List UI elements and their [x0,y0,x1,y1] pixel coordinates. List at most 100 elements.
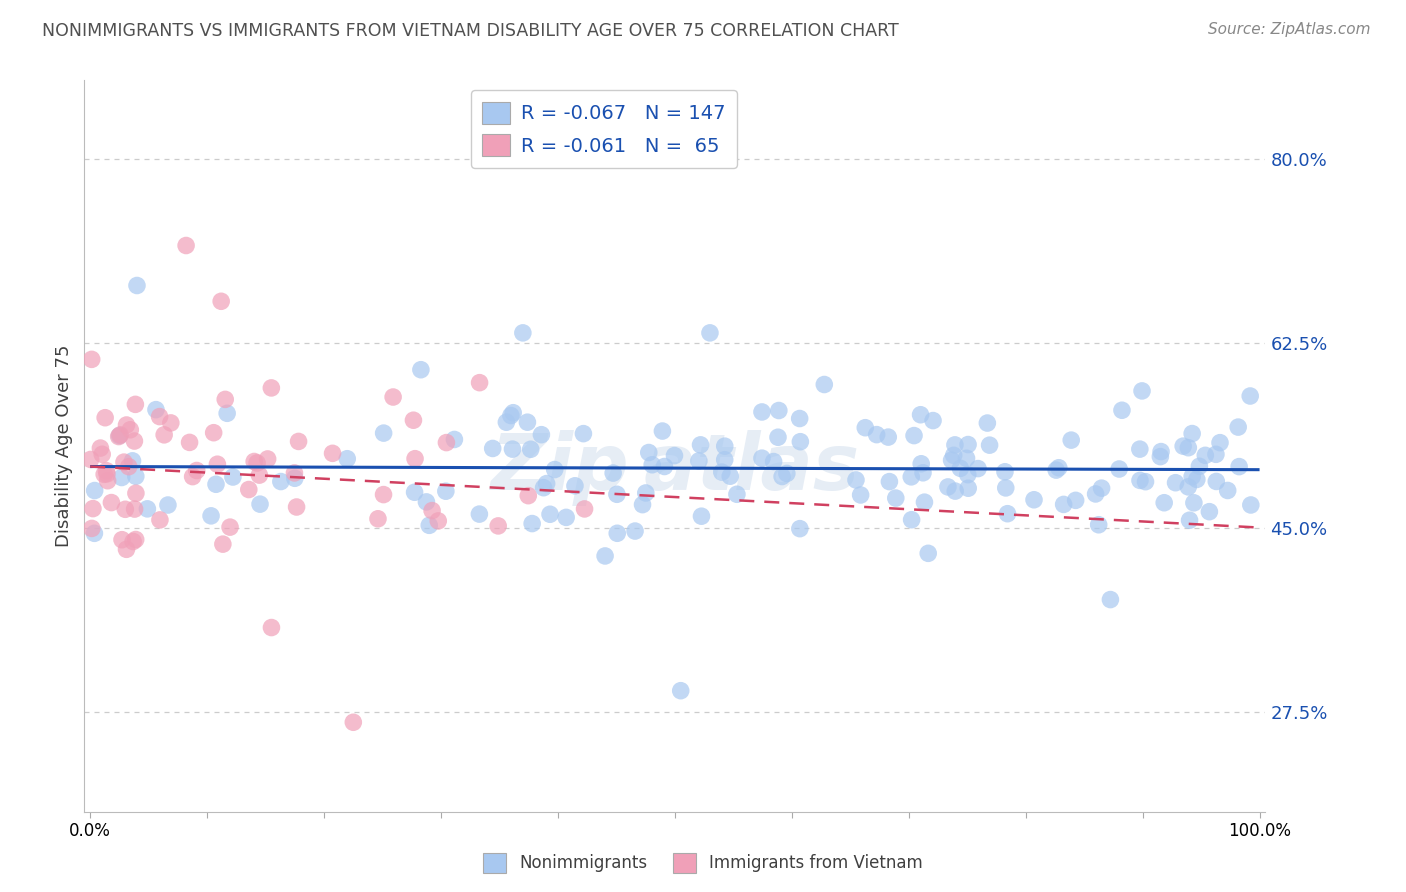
Point [606,526,628,541]
Point [725,487,748,501]
Point [903,428,925,442]
Point [713,452,735,467]
Point [1084,487,1107,501]
Point [219,520,242,534]
Point [186,463,208,477]
Point [884,491,907,505]
Point [602,466,624,480]
Point [1177,441,1199,455]
Point [205,477,228,491]
Point [606,487,628,501]
Point [1130,384,1153,398]
Point [83,483,105,498]
Point [284,471,307,485]
Point [997,507,1019,521]
Point [501,442,523,457]
Point [631,498,654,512]
Point [260,621,283,635]
Point [434,484,457,499]
Point [1149,450,1171,464]
Point [149,409,172,424]
Point [153,427,176,442]
Point [217,406,239,420]
Point [900,513,922,527]
Point [80,521,103,535]
Point [955,451,977,466]
Point [121,454,143,468]
Point [174,238,197,252]
Point [83,526,105,541]
Point [789,522,811,536]
Point [718,469,741,483]
Point [789,434,811,449]
Point [976,416,998,430]
Point [336,451,359,466]
Point [512,326,534,340]
Point [468,376,491,390]
Point [1129,474,1152,488]
Point [956,467,979,482]
Point [994,465,1017,479]
Point [120,423,142,437]
Point [409,362,432,376]
Point [181,469,204,483]
Point [468,507,491,521]
Point [1173,439,1195,453]
Point [342,715,364,730]
Point [768,403,790,417]
Point [1188,459,1211,474]
Point [1060,433,1083,447]
Point [373,487,395,501]
Point [1185,472,1208,486]
Point [1090,481,1112,495]
Point [1064,493,1087,508]
Point [949,461,972,475]
Point [776,467,799,481]
Point [1239,389,1261,403]
Point [443,433,465,447]
Point [283,466,305,480]
Point [207,457,229,471]
Point [877,430,900,444]
Point [770,469,793,483]
Point [1216,483,1239,498]
Point [1047,460,1070,475]
Point [922,413,945,427]
Point [367,512,389,526]
Point [910,408,932,422]
Point [713,439,735,453]
Point [222,470,245,484]
Point [813,377,835,392]
Point [751,451,773,466]
Point [1198,505,1220,519]
Point [688,454,710,468]
Point [536,476,558,491]
Point [1164,475,1187,490]
Point [853,420,876,434]
Point [845,473,868,487]
Point [979,438,1001,452]
Point [202,425,225,440]
Point [404,485,426,500]
Point [160,416,183,430]
Point [502,406,524,420]
Point [124,434,146,448]
Point [1177,480,1199,494]
Point [436,435,458,450]
Point [1240,498,1263,512]
Text: NONIMMIGRANTS VS IMMIGRANTS FROM VIETNAM DISABILITY AGE OVER 75 CORRELATION CHAR: NONIMMIGRANTS VS IMMIGRANTS FROM VIETNAM… [42,22,898,40]
Point [287,434,309,449]
Point [209,294,232,309]
Point [79,452,101,467]
Point [1087,517,1109,532]
Point [651,424,673,438]
Point [654,459,676,474]
Point [1194,448,1216,462]
Point [404,451,426,466]
Point [115,542,138,557]
Point [544,462,567,476]
Point [322,446,344,460]
Point [122,534,145,549]
Point [911,466,934,480]
Point [943,484,966,499]
